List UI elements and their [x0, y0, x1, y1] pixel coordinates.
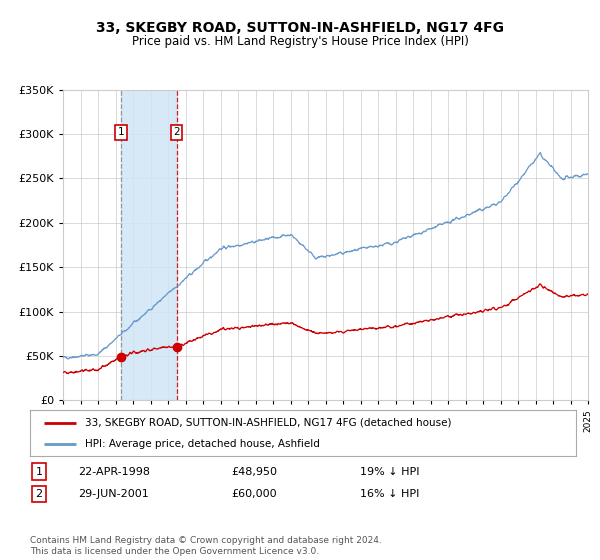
Text: 1: 1 [35, 466, 43, 477]
Text: 16% ↓ HPI: 16% ↓ HPI [360, 489, 419, 499]
Text: HPI: Average price, detached house, Ashfield: HPI: Average price, detached house, Ashf… [85, 439, 319, 449]
Text: 29-JUN-2001: 29-JUN-2001 [78, 489, 149, 499]
Text: 33, SKEGBY ROAD, SUTTON-IN-ASHFIELD, NG17 4FG: 33, SKEGBY ROAD, SUTTON-IN-ASHFIELD, NG1… [96, 21, 504, 35]
Text: 19% ↓ HPI: 19% ↓ HPI [360, 466, 419, 477]
Text: 2: 2 [35, 489, 43, 499]
Text: Price paid vs. HM Land Registry's House Price Index (HPI): Price paid vs. HM Land Registry's House … [131, 35, 469, 48]
Text: Contains HM Land Registry data © Crown copyright and database right 2024.
This d: Contains HM Land Registry data © Crown c… [30, 536, 382, 556]
Text: £48,950: £48,950 [231, 466, 277, 477]
Text: 33, SKEGBY ROAD, SUTTON-IN-ASHFIELD, NG17 4FG (detached house): 33, SKEGBY ROAD, SUTTON-IN-ASHFIELD, NG1… [85, 418, 451, 428]
Text: £60,000: £60,000 [231, 489, 277, 499]
Bar [121, 90, 176, 400]
Text: 22-APR-1998: 22-APR-1998 [78, 466, 150, 477]
Text: 2: 2 [173, 127, 180, 137]
Text: 1: 1 [118, 127, 124, 137]
